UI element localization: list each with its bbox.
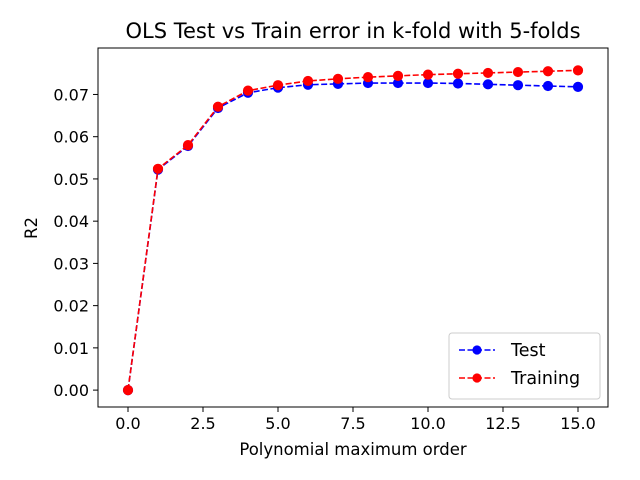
- legend-marker-test: [472, 345, 482, 355]
- data-point-training: [572, 65, 584, 76]
- x-tick-label: 12.5: [485, 414, 521, 433]
- y-tick-label: 0.07: [53, 85, 89, 104]
- data-point-training: [392, 70, 404, 81]
- y-tick-label: 0.02: [53, 297, 89, 316]
- data-point-training: [542, 66, 554, 77]
- y-tick-label: 0.06: [53, 128, 89, 147]
- data-point-training: [272, 80, 284, 91]
- y-tick-label: 0.01: [53, 339, 89, 358]
- chart-title: OLS Test vs Train error in k-fold with 5…: [125, 19, 580, 43]
- data-point-training: [362, 72, 374, 83]
- x-tick-label: 5.0: [265, 414, 290, 433]
- data-point-training: [512, 66, 524, 78]
- data-point-test: [572, 81, 584, 92]
- data-point-test: [422, 77, 434, 89]
- legend-label: Test: [510, 341, 546, 361]
- x-tick-label: 10.0: [410, 414, 446, 433]
- data-point-training: [212, 101, 224, 112]
- x-tick-label: 2.5: [190, 414, 215, 433]
- data-point-training: [422, 69, 434, 80]
- y-axis-label: R2: [22, 217, 41, 239]
- x-tick-label: 0.0: [115, 414, 140, 433]
- data-point-training: [302, 75, 314, 87]
- x-tick-label: 15.0: [560, 414, 596, 433]
- x-axis-label: Polynomial maximum order: [239, 440, 467, 459]
- y-tick-label: 0.00: [53, 381, 89, 400]
- axes: 0.0 2.5 5.0 7.5 10.0 12.5 15.0 0.00 0.01 0.02 0.03…: [53, 47, 609, 433]
- data-point-training: [182, 140, 194, 151]
- y-tick-label: 0.05: [53, 170, 89, 189]
- series-line-training: [127, 69, 579, 391]
- series-group: [122, 65, 584, 396]
- legend-label: Training: [510, 369, 580, 389]
- legend: Test Training: [448, 332, 601, 400]
- y-tick-label: 0.04: [53, 212, 89, 231]
- x-tick-label: 7.5: [340, 414, 365, 433]
- data-point-training: [332, 73, 344, 84]
- data-point-training: [482, 67, 494, 79]
- data-point-training: [452, 68, 464, 79]
- data-point-training: [242, 85, 254, 96]
- data-point-training: [152, 163, 164, 174]
- series-training: [122, 65, 584, 396]
- y-tick-label: 0.03: [53, 254, 89, 273]
- data-point-training: [122, 385, 134, 396]
- data-point-test: [512, 80, 524, 91]
- legend-marker-training: [472, 373, 482, 383]
- data-point-test: [542, 80, 554, 92]
- data-point-test: [452, 78, 464, 89]
- data-point-test: [482, 79, 494, 90]
